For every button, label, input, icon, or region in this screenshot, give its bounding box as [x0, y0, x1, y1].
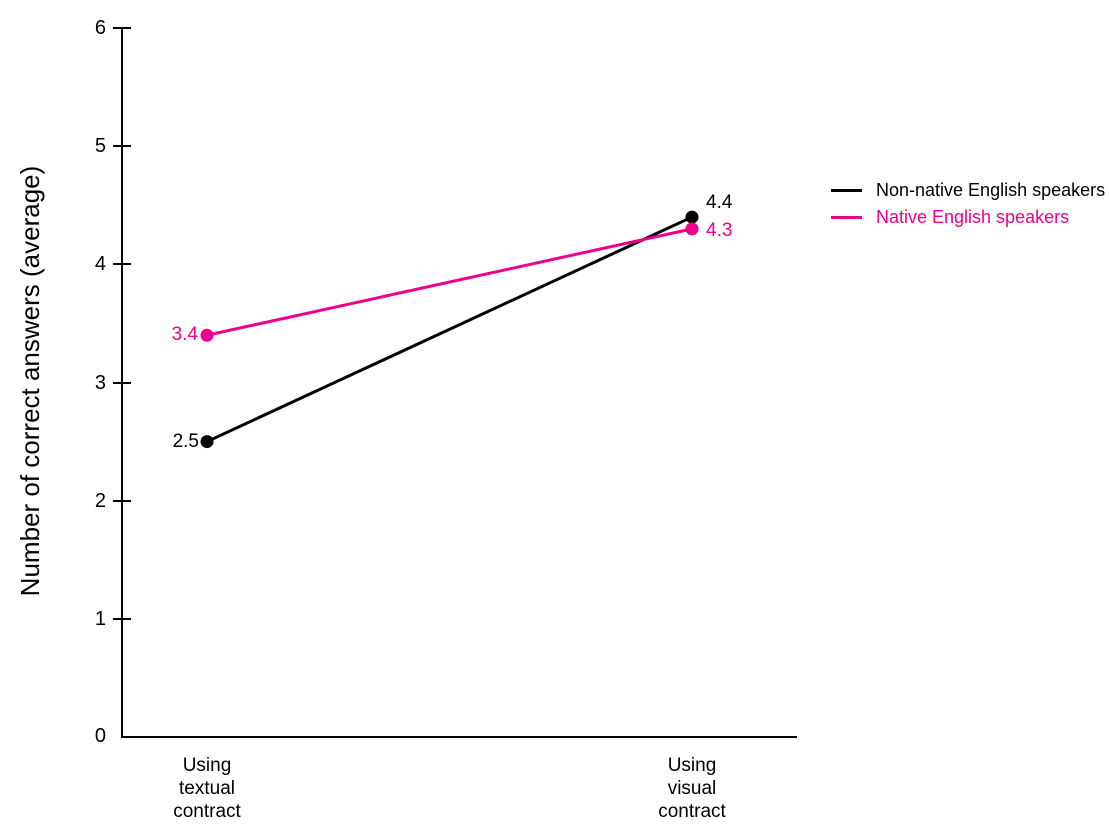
- legend-line-swatch-native: [831, 216, 862, 219]
- legend-line-swatch-non-native: [831, 189, 862, 192]
- y-tick-label-0: 0: [94, 725, 106, 747]
- legend: Non-native English speakers Native Engli…: [831, 177, 1105, 231]
- y-tick-label-3: 3: [94, 372, 106, 394]
- y-tick-label-1: 1: [94, 608, 106, 630]
- legend-label-non-native: Non-native English speakers: [876, 180, 1106, 200]
- y-tick-label-2: 2: [94, 490, 106, 512]
- series-line-0: [206, 215, 693, 443]
- legend-item-non-native: Non-native English speakers: [831, 177, 1105, 204]
- value-label-nonnative-visual: 4.4: [706, 192, 733, 213]
- data-point-marker: [200, 435, 214, 449]
- legend-item-native: Native English speakers: [831, 204, 1105, 231]
- y-tick-label-4: 4: [94, 253, 106, 275]
- y-tick-label-5: 5: [94, 135, 106, 157]
- series-line-1: [206, 227, 693, 337]
- data-point-marker: [685, 210, 699, 224]
- data-point-marker: [685, 222, 699, 236]
- x-category-label-textual: Using textual contract: [173, 755, 241, 822]
- x-category-label-visual: Using visual contract: [658, 755, 726, 822]
- series-layer: [200, 210, 699, 449]
- value-label-nonnative-textual: 2.5: [172, 431, 199, 452]
- y-tick-label-6: 6: [94, 17, 106, 39]
- data-point-marker: [200, 328, 214, 342]
- legend-label-native: Native English speakers: [876, 207, 1070, 227]
- value-label-native-visual: 4.3: [706, 220, 733, 241]
- value-label-native-textual: 3.4: [171, 324, 198, 345]
